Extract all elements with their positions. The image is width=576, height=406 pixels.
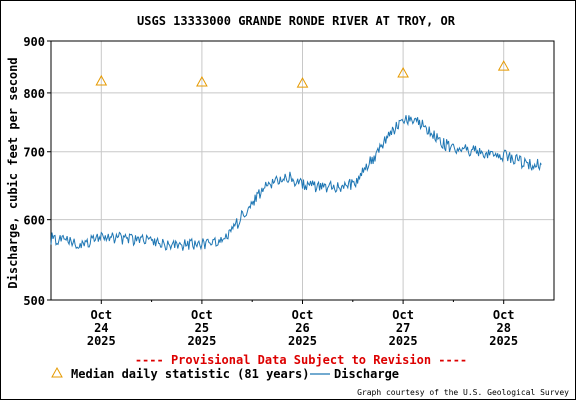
y-tick-label: 700 [23,146,45,160]
x-tick-label: 26 [295,321,309,335]
x-tick-label: Oct [292,308,314,322]
y-tick-label: 500 [23,294,45,308]
provisional-note: ---- Provisional Data Subject to Revisio… [135,353,467,367]
x-axis-ticks: Oct242025Oct252025Oct262025Oct272025Oct2… [87,300,518,348]
x-tick-label: 2025 [389,334,418,348]
chart-title: USGS 13333000 GRANDE RONDE RIVER AT TROY… [137,14,456,28]
legend-median-marker [51,366,63,378]
x-tick-label: 27 [396,321,410,335]
median-point [397,66,409,78]
grid [51,41,554,300]
discharge-line [50,115,542,251]
x-tick-label: Oct [493,308,515,322]
legend-discharge-label: Discharge [334,367,399,381]
y-tick-label: 600 [23,214,45,228]
y-axis-label: Discharge, cubic feet per second [6,57,20,288]
legend-median-label: Median daily statistic (81 years) [71,367,309,381]
median-point [296,77,309,88]
x-tick-label: 28 [496,321,510,335]
series [50,60,542,251]
y-axis-ticks: 500 600 700 800 900 [23,35,51,308]
x-tick-label: Oct [90,308,112,322]
x-tick-label: Oct [191,308,213,322]
x-tick-label: 2025 [87,334,116,348]
median-point [196,75,208,87]
median-point [95,74,108,86]
x-tick-label: 2025 [288,334,317,348]
x-tick-label: 2025 [489,334,518,348]
x-tick-label: 24 [94,321,108,335]
y-tick-label: 800 [23,87,45,101]
x-tick-label: 25 [195,321,209,335]
x-tick-label: 2025 [187,334,216,348]
y-tick-label: 900 [23,35,45,49]
credit: Graph courtesy of the U.S. Geological Su… [357,388,569,397]
median-point [497,60,510,71]
legend: Median daily statistic (81 years) Discha… [51,366,399,381]
x-tick-label: Oct [392,308,414,322]
